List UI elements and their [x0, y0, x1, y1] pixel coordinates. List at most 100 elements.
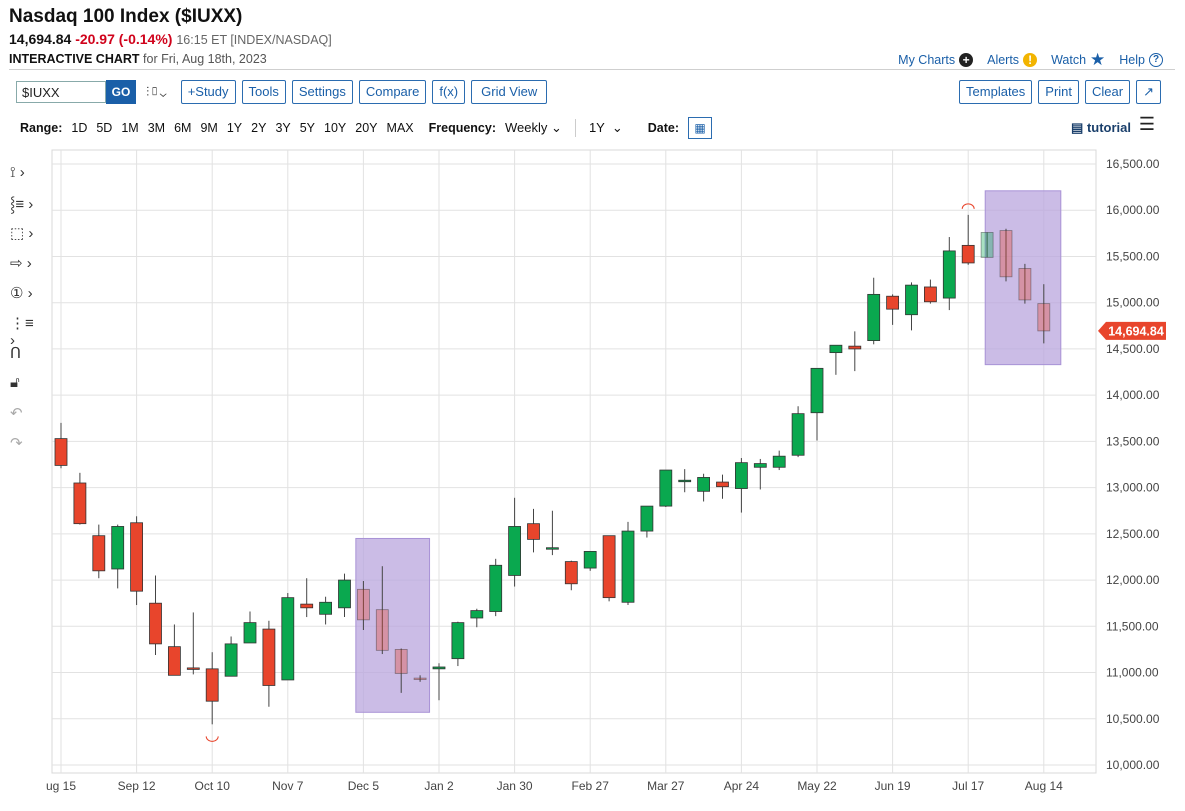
candle-body — [1037, 303, 1051, 332]
range-option-20y[interactable]: 20Y — [355, 121, 378, 135]
fx-button[interactable]: f(x) — [432, 80, 466, 104]
candle-body — [319, 601, 333, 615]
candle-body — [678, 479, 692, 483]
fib-tool-icon[interactable]: ⋮≡ › — [10, 315, 34, 349]
frequency-select[interactable]: Weekly ⌄ — [505, 120, 562, 136]
range-option-1m[interactable]: 1M — [121, 121, 139, 135]
range-label: Range: — [20, 121, 63, 135]
lock-icon[interactable]: 🔓︎ — [10, 374, 20, 391]
range-option-10y[interactable]: 10Y — [324, 121, 347, 135]
go-button[interactable]: GO — [106, 80, 136, 104]
undo-icon[interactable]: ↶ — [10, 405, 23, 422]
candle — [716, 474, 729, 499]
magnet-icon[interactable]: Ո — [10, 345, 21, 362]
x-tick-label: Jan 2 — [424, 779, 454, 793]
label-tool-icon[interactable]: ① › — [10, 285, 33, 302]
tutorial-link[interactable]: ▤ tutorial — [1071, 120, 1131, 136]
candle-body — [451, 622, 465, 660]
candle — [130, 516, 144, 606]
frequency-label: Frequency: — [428, 121, 497, 135]
candle — [942, 237, 956, 311]
help-link[interactable]: Help? — [1119, 53, 1163, 67]
alert-icon: ! — [1023, 53, 1038, 67]
compare-button[interactable]: Compare — [358, 80, 427, 104]
range-option-max[interactable]: MAX — [386, 121, 414, 135]
study-button[interactable]: +Study — [180, 80, 236, 104]
candle — [961, 214, 975, 265]
candle-body — [527, 523, 540, 540]
y-tick-label: 15,000.00 — [1106, 296, 1160, 310]
y-tick-label: 12,500.00 — [1106, 527, 1160, 541]
alerts-link[interactable]: Alerts! — [987, 53, 1038, 67]
help-icon: ? — [1149, 53, 1163, 67]
popout-button[interactable]: ↗ — [1136, 80, 1161, 104]
chevron-down-icon: ⌄ — [159, 84, 167, 99]
y-tick-label: 12,000.00 — [1106, 573, 1160, 587]
divider — [574, 119, 576, 137]
x-tick-label: Nov 7 — [272, 779, 304, 793]
range-option-5d[interactable]: 5D — [96, 121, 113, 135]
candle-body — [224, 643, 238, 677]
candle-body — [281, 597, 295, 681]
chevron-down-icon: ⌄ — [551, 120, 562, 135]
y-tick-label: 16,000.00 — [1106, 203, 1160, 217]
film-icon: ▤ — [1071, 120, 1084, 135]
crosshair-tool-icon[interactable]: ⟟ › — [10, 164, 25, 181]
candle — [413, 675, 427, 682]
candle — [356, 581, 370, 631]
arrow-tool-icon[interactable]: ⇨ › — [10, 255, 32, 272]
line-tools-icon[interactable]: ⸾≡ › — [10, 196, 34, 213]
x-tick-label: Feb 27 — [572, 779, 610, 793]
candle — [999, 228, 1013, 282]
print-button[interactable]: Print — [1038, 80, 1080, 104]
x-tick-label: Jan 30 — [497, 779, 533, 793]
candle — [1037, 284, 1051, 344]
candle — [205, 652, 219, 725]
x-tick-label: Mar 27 — [647, 779, 685, 793]
y-tick-label: 14,000.00 — [1106, 388, 1160, 402]
range-option-6m[interactable]: 6M — [174, 121, 192, 135]
candle-body — [73, 482, 87, 525]
period-select[interactable]: 1Y ⌄ — [589, 120, 623, 136]
candle-body — [111, 526, 125, 570]
range-option-2y[interactable]: 2Y — [251, 121, 267, 135]
shape-tool-icon[interactable]: ⬚ › — [10, 225, 34, 242]
candle — [810, 367, 824, 441]
candle — [167, 624, 181, 676]
candle — [470, 608, 484, 628]
x-tick-label: Aug 14 — [1025, 779, 1063, 793]
redo-icon[interactable]: ↷ — [10, 435, 23, 452]
clear-button[interactable]: Clear — [1085, 80, 1131, 104]
page-title: Nasdaq 100 Index ($IUXX) — [9, 6, 243, 27]
range-option-5y[interactable]: 5Y — [299, 121, 316, 135]
chart-subtitle: INTERACTIVE CHART for Fri, Aug 18th, 202… — [9, 52, 267, 66]
candle — [224, 636, 238, 677]
candle-body — [186, 667, 200, 670]
settings-button[interactable]: Settings — [291, 80, 353, 104]
range-option-9m[interactable]: 9M — [200, 121, 218, 135]
candle — [905, 282, 918, 331]
candle — [924, 279, 937, 304]
range-option-3y[interactable]: 3Y — [275, 121, 291, 135]
grid-view-button[interactable]: Grid View — [471, 80, 548, 104]
templates-button[interactable]: Templates — [959, 80, 1033, 104]
menu-icon[interactable]: ☰ — [1138, 114, 1155, 134]
candle-body — [829, 344, 843, 354]
symbol-input[interactable]: $IUXX — [16, 81, 106, 103]
candle — [508, 497, 522, 587]
candle-body — [905, 284, 918, 316]
candlestick-icon: ⫶▯ — [146, 84, 160, 99]
range-option-1d[interactable]: 1D — [71, 121, 88, 135]
range-option-3m[interactable]: 3M — [147, 121, 166, 135]
watch-link[interactable]: Watch ★ — [1051, 50, 1105, 70]
candle — [281, 593, 295, 681]
my-charts-link[interactable]: My Charts + — [898, 53, 974, 67]
chart-type-dropdown[interactable]: ⫶▯⌄ — [146, 84, 167, 100]
tools-button[interactable]: Tools — [241, 80, 286, 104]
y-tick-label: 11,000.00 — [1106, 666, 1159, 680]
plus-icon: + — [959, 53, 974, 67]
calendar-icon[interactable]: ▦ — [688, 117, 713, 139]
candle-body — [508, 526, 522, 576]
range-option-1y[interactable]: 1Y — [226, 121, 243, 135]
